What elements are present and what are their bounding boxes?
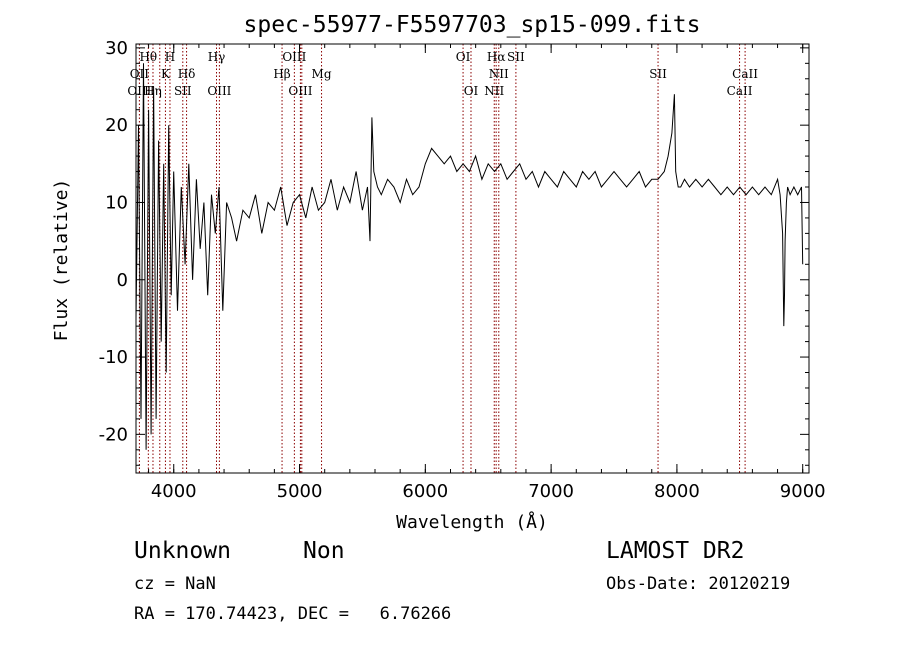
y-tick-label-2: 0 [117,270,128,291]
axis-ticks: 4000 5000 6000 7000 8000 9000 -20 -10 0 10 20 30 [99,38,826,502]
line-label-12: NII [489,67,509,81]
y-tick-label-4: 20 [105,115,128,136]
line-label-0: Hθ [139,50,157,64]
y-tick-label-5: 30 [105,38,128,59]
subclass-label: Non [303,538,345,564]
line-label-8: K [161,67,171,81]
line-label-16: Hη [144,84,162,98]
line-label-13: SII [649,67,667,81]
line-label-1: H [165,50,175,64]
line-label-15: OIII [127,84,151,98]
class-label: Unknown [134,538,231,564]
x-tick-label-3: 7000 [528,481,574,502]
line-label-17: SII [174,84,192,98]
plot-frame [135,43,810,474]
line-label-18: OIII [207,84,231,98]
line-label-5: Hα [487,50,506,64]
redshift-label: cz = NaN [134,574,216,594]
spectrum-line [135,63,804,450]
y-tick-label-0: -20 [99,424,128,445]
line-label-9: Hδ [178,67,196,81]
line-label-4: OI [456,50,471,64]
line-label-14: CaII [732,67,758,81]
line-label-19: OIII [288,84,312,98]
line-label-20: OI [464,84,479,98]
line-label-11: Mg [312,67,332,81]
x-tick-label-0: 4000 [151,481,197,502]
line-label-7: OII [130,67,150,81]
line-label-3: OIII [282,50,306,64]
emission-line-markers [138,44,746,473]
x-axis-label: Wavelength (Å) [396,511,548,533]
line-label-2: Hγ [208,50,226,64]
line-label-10: Hβ [273,67,290,81]
obs-date-label: Obs-Date: 20120219 [606,574,791,594]
y-axis-label: Flux (relative) [51,179,72,342]
y-tick-label-1: -10 [99,347,128,368]
y-tick-label-3: 10 [105,192,128,213]
line-label-6: SII [507,50,525,64]
x-tick-label-5: 9000 [780,481,826,502]
line-label-22: CaII [727,84,753,98]
spectrum-chart: spec-55977-F5597703_sp15-099.fits Hθ H Hγ O… [51,12,826,533]
chart-title: spec-55977-F5597703_sp15-099.fits [244,12,701,38]
line-label-21: NII [484,84,504,98]
x-tick-label-4: 8000 [654,481,700,502]
coordinates-label: RA = 170.74423, DEC = 6.76266 [134,604,452,624]
x-tick-label-1: 5000 [277,481,323,502]
survey-label: LAMOST DR2 [606,538,745,564]
x-tick-label-2: 6000 [402,481,448,502]
